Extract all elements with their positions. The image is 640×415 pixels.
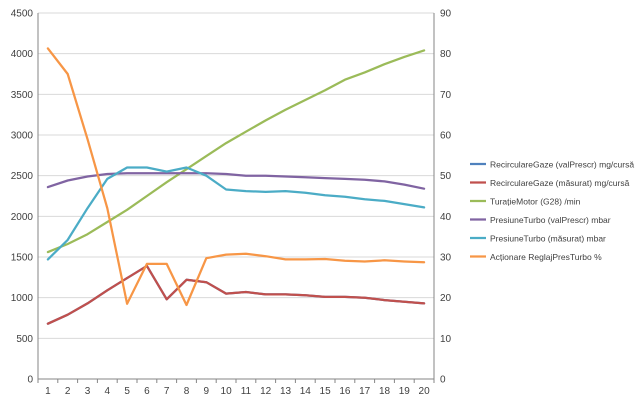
x-tick-label: 18 xyxy=(379,386,391,397)
x-tick-label: 3 xyxy=(85,386,91,397)
y-left-tick-label: 3500 xyxy=(11,90,34,101)
x-tick-label: 11 xyxy=(241,386,252,397)
y-right-tick-label: 10 xyxy=(440,334,452,345)
y-right-tick-label: 60 xyxy=(440,131,452,142)
y-left-tick-label: 1500 xyxy=(11,253,34,264)
x-tick-label: 17 xyxy=(359,386,371,397)
y-right-tick-label: 40 xyxy=(440,212,452,223)
series-line-5 xyxy=(46,166,426,261)
legend-label: TurațieMotor (G28) /min xyxy=(490,197,581,207)
legend: RecirculareGaze (valPrescr) mg/cursă Reci… xyxy=(470,160,634,262)
y-right-tick-label: 20 xyxy=(440,293,452,304)
y-left-tick-label: 2500 xyxy=(11,171,34,182)
x-tick-label: 1 xyxy=(45,386,51,397)
legend-label: PresiuneTurbo (valPrescr) mbar xyxy=(490,215,611,225)
x-tick-label: 9 xyxy=(204,386,210,397)
y-right-tick-label: 50 xyxy=(440,171,452,182)
y-left-tick-label: 4000 xyxy=(11,49,34,60)
x-tick-label: 19 xyxy=(399,386,411,397)
legend-label: RecirculareGaze (valPrescr) mg/cursă xyxy=(490,160,634,170)
x-tick-label: 6 xyxy=(144,386,150,397)
y-right-tick-label: 70 xyxy=(440,90,452,101)
x-tick-label: 7 xyxy=(164,386,170,397)
x-tick-label: 5 xyxy=(124,386,130,397)
y-left-tick-label: 3000 xyxy=(11,131,34,142)
y-right-tick-label: 90 xyxy=(440,9,452,20)
y-right-tick-label: 80 xyxy=(440,49,452,60)
x-tick-label: 15 xyxy=(320,386,332,397)
x-tick-label: 14 xyxy=(300,386,312,397)
x-tick-label: 16 xyxy=(339,386,351,397)
y-left-tick-label: 4500 xyxy=(11,9,34,20)
gridlines xyxy=(38,12,434,339)
y-left-tick-label: 1000 xyxy=(11,293,34,304)
axes: 0 500 1000 1500 2000 2500 3000 3500 4000 4500 0 10 2… xyxy=(11,9,452,398)
series-line-2 xyxy=(46,264,426,325)
legend-label: RecirculareGaze (măsurat) mg/cursă xyxy=(490,178,630,188)
x-tick-label: 13 xyxy=(280,386,292,397)
x-tick-label: 8 xyxy=(184,386,190,397)
y-left-tick-label: 500 xyxy=(16,334,33,345)
x-tick-label: 10 xyxy=(221,386,233,397)
x-tick-label: 4 xyxy=(105,386,111,397)
x-tick-label: 2 xyxy=(65,386,71,397)
x-tick-label: 20 xyxy=(419,386,431,397)
series-line-6 xyxy=(46,47,426,307)
y-left-tick-label: 2000 xyxy=(11,212,34,223)
series-lines xyxy=(46,47,426,325)
y-right-tick-label: 0 xyxy=(440,375,446,386)
series-line-4 xyxy=(46,172,426,190)
y-right-tick-label: 30 xyxy=(440,253,452,264)
y-left-tick-label: 0 xyxy=(27,375,33,386)
legend-label: PresiuneTurbo (măsurat) mbar xyxy=(490,234,606,244)
x-tick-label: 12 xyxy=(260,386,272,397)
legend-label: Acționare ReglajPresTurbo % xyxy=(490,252,602,262)
